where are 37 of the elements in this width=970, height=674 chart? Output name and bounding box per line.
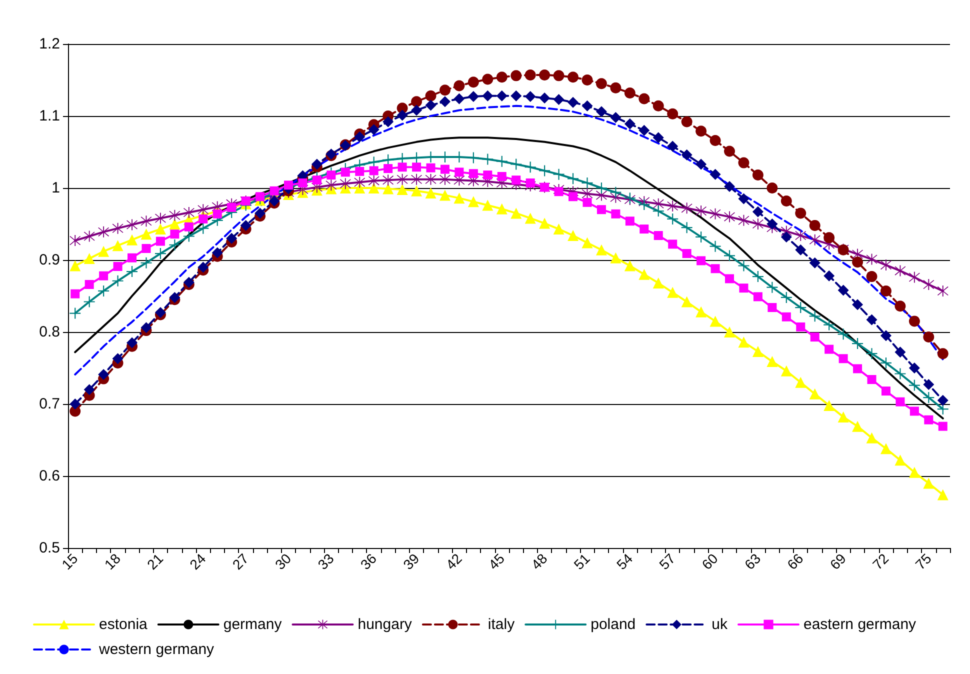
- x-tick-label: 75: [912, 550, 934, 573]
- x-tick-label: 45: [485, 550, 508, 573]
- x-tick-label: 24: [186, 550, 209, 573]
- y-tick-label: 0.7: [39, 396, 60, 412]
- y-tick-label: 0.6: [39, 468, 60, 484]
- legend-label: uk: [712, 616, 728, 633]
- x-tick-label: 21: [144, 550, 166, 573]
- legend-label: poland: [590, 616, 636, 633]
- x-tick-label: 39: [400, 550, 422, 573]
- y-tick-label: 1.1: [39, 108, 60, 124]
- legend-label: hungary: [358, 616, 412, 633]
- x-tick-label: 33: [314, 550, 337, 573]
- legend-label: germany: [223, 616, 282, 633]
- x-tick-label: 48: [528, 550, 550, 573]
- legend-label: eastern germany: [803, 616, 917, 633]
- x-tick-label: 51: [570, 550, 594, 573]
- y-tick-label: 0.9: [39, 252, 60, 268]
- x-tick-label: 15: [58, 550, 81, 573]
- legend-label: western germany: [98, 641, 215, 658]
- y-tick-label: 0.5: [39, 540, 60, 556]
- x-tick-label: 18: [101, 550, 124, 573]
- x-tick-label: 60: [698, 550, 722, 573]
- x-tick-label: 30: [272, 550, 294, 573]
- legend-label: estonia: [99, 616, 148, 633]
- x-tick-label: 69: [826, 550, 850, 573]
- x-tick-label: 72: [869, 550, 892, 573]
- x-tick-label: 66: [784, 550, 806, 573]
- x-tick-label: 63: [741, 550, 764, 573]
- x-tick-label: 54: [613, 550, 636, 573]
- y-tick-label: 1: [52, 180, 60, 196]
- x-tick-label: 42: [442, 550, 466, 573]
- y-tick-label: 1.2: [39, 36, 60, 52]
- legend-label: italy: [488, 616, 516, 633]
- x-tick-label: 27: [229, 550, 252, 573]
- y-tick-label: 0.8: [39, 324, 60, 340]
- x-tick-label: 36: [357, 550, 380, 573]
- x-tick-label: 57: [656, 550, 678, 573]
